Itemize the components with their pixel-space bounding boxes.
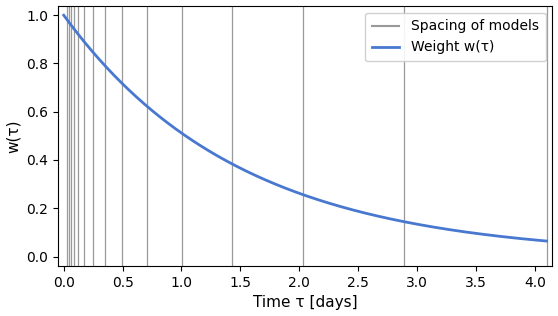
X-axis label: Time τ [days]: Time τ [days]	[253, 295, 358, 310]
Legend: Spacing of models, Weight w(τ): Spacing of models, Weight w(τ)	[365, 13, 546, 61]
Y-axis label: w(τ): w(τ)	[6, 119, 21, 153]
